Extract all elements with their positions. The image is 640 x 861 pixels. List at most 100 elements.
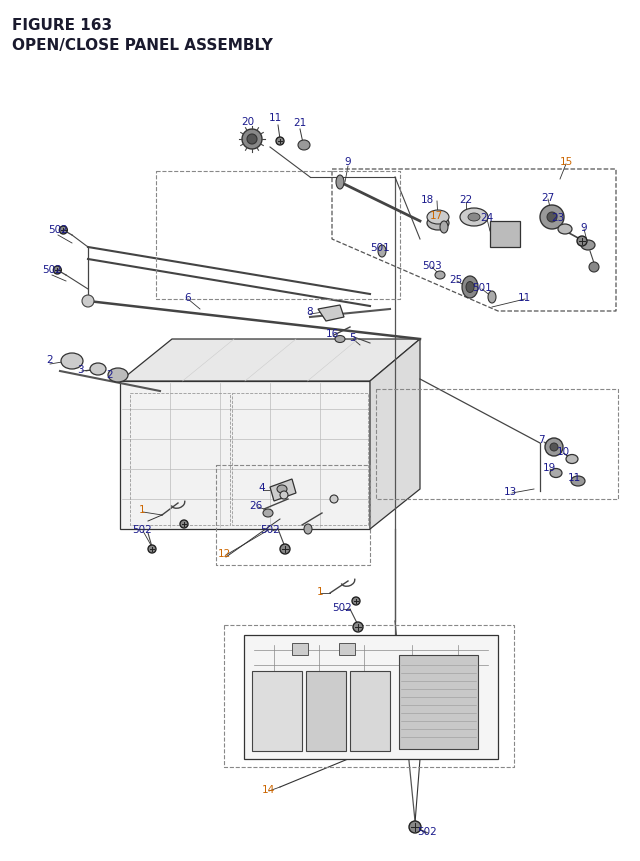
Text: 8: 8 [307, 307, 314, 317]
Text: 502: 502 [332, 603, 352, 612]
Text: 502: 502 [132, 524, 152, 535]
Text: 17: 17 [429, 211, 443, 220]
Polygon shape [318, 306, 344, 322]
Ellipse shape [440, 222, 448, 233]
Ellipse shape [460, 208, 488, 226]
Bar [399, 655, 478, 749]
Text: 24: 24 [481, 213, 493, 223]
Ellipse shape [90, 363, 106, 375]
Circle shape [148, 545, 156, 554]
Circle shape [540, 206, 564, 230]
Circle shape [280, 492, 288, 499]
Text: 19: 19 [542, 462, 556, 473]
Text: 11: 11 [268, 113, 282, 123]
Bar [350, 672, 390, 751]
Text: 25: 25 [449, 275, 463, 285]
Circle shape [53, 267, 61, 275]
Bar [306, 672, 346, 751]
Polygon shape [120, 381, 370, 530]
Text: 501: 501 [472, 282, 492, 293]
Circle shape [330, 495, 338, 504]
Circle shape [242, 130, 262, 150]
Ellipse shape [335, 336, 345, 343]
Circle shape [589, 263, 599, 273]
Ellipse shape [336, 176, 344, 189]
Text: 4: 4 [259, 482, 266, 492]
Text: 9: 9 [345, 157, 351, 167]
Text: 502: 502 [260, 524, 280, 535]
Text: 14: 14 [261, 784, 275, 794]
Text: 503: 503 [422, 261, 442, 270]
Circle shape [280, 544, 290, 554]
Bar [292, 643, 308, 655]
Ellipse shape [277, 486, 287, 493]
Text: 2: 2 [107, 369, 113, 380]
Ellipse shape [263, 510, 273, 517]
Text: 6: 6 [185, 293, 191, 303]
Circle shape [545, 438, 563, 456]
Ellipse shape [488, 292, 496, 304]
Text: 16: 16 [325, 329, 339, 338]
Text: 502: 502 [417, 826, 437, 836]
Circle shape [550, 443, 558, 451]
Ellipse shape [427, 211, 449, 225]
Polygon shape [490, 222, 520, 248]
Circle shape [247, 135, 257, 145]
Text: 11: 11 [568, 473, 580, 482]
Circle shape [352, 598, 360, 605]
Bar [339, 643, 355, 655]
Ellipse shape [468, 214, 480, 222]
Text: 5: 5 [349, 332, 355, 343]
Text: 502: 502 [42, 264, 62, 275]
Text: OPEN/CLOSE PANEL ASSEMBLY: OPEN/CLOSE PANEL ASSEMBLY [12, 38, 273, 53]
Circle shape [353, 623, 363, 632]
Text: 7: 7 [538, 435, 544, 444]
Text: 2: 2 [47, 355, 53, 364]
Ellipse shape [571, 476, 585, 486]
Text: 1: 1 [139, 505, 145, 514]
Text: 501: 501 [370, 243, 390, 253]
Ellipse shape [581, 241, 595, 251]
Text: 10: 10 [556, 447, 570, 456]
Polygon shape [120, 339, 420, 381]
Text: 9: 9 [580, 223, 588, 232]
Polygon shape [370, 339, 420, 530]
Ellipse shape [61, 354, 83, 369]
Circle shape [577, 237, 587, 247]
Text: 502: 502 [48, 225, 68, 235]
Circle shape [276, 138, 284, 146]
Text: 11: 11 [517, 293, 531, 303]
Circle shape [409, 821, 421, 833]
Ellipse shape [466, 282, 474, 293]
Text: 27: 27 [541, 193, 555, 202]
Ellipse shape [435, 272, 445, 280]
Ellipse shape [558, 225, 572, 235]
Text: FIGURE 163: FIGURE 163 [12, 18, 112, 33]
Text: 21: 21 [293, 118, 307, 127]
Text: 26: 26 [250, 500, 262, 511]
Text: 23: 23 [552, 213, 564, 223]
Text: 18: 18 [420, 195, 434, 205]
Ellipse shape [427, 217, 449, 231]
Circle shape [83, 297, 93, 307]
Text: 15: 15 [559, 157, 573, 167]
Text: 22: 22 [460, 195, 472, 205]
Text: 12: 12 [218, 548, 230, 558]
Circle shape [82, 295, 94, 307]
Text: 13: 13 [504, 486, 516, 497]
Bar [244, 635, 498, 759]
Circle shape [60, 226, 67, 235]
Text: 3: 3 [77, 364, 83, 375]
Ellipse shape [378, 245, 386, 257]
Bar [252, 672, 302, 751]
Text: 1: 1 [317, 586, 323, 597]
Ellipse shape [108, 369, 128, 382]
Text: 20: 20 [241, 117, 255, 127]
Ellipse shape [298, 141, 310, 151]
Circle shape [180, 520, 188, 529]
Ellipse shape [550, 469, 562, 478]
Ellipse shape [304, 524, 312, 535]
Ellipse shape [462, 276, 478, 299]
Circle shape [547, 213, 557, 223]
Polygon shape [270, 480, 296, 501]
